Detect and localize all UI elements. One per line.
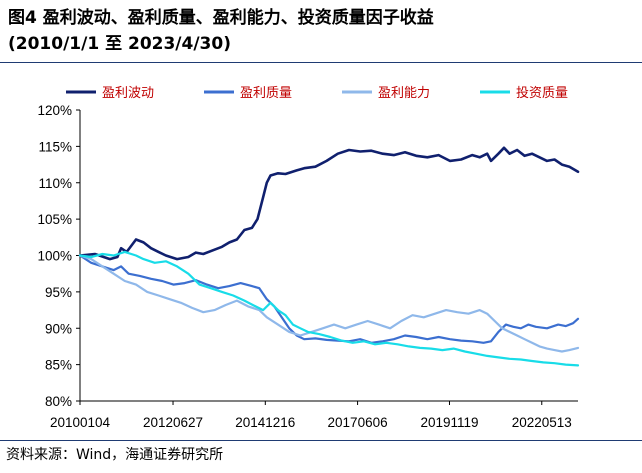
chart-subtitle: (2010/1/1 至 2023/4/30) [8, 34, 231, 54]
legend-label-4: 投资质量 [516, 85, 568, 101]
y-tick-label: 105% [37, 212, 72, 227]
y-tick-label: 80% [45, 394, 72, 409]
footer-divider [0, 440, 642, 441]
header-divider [0, 62, 642, 63]
legend-label-2: 盈利质量 [240, 86, 292, 101]
line-chart: 80% 85% 90% 95% 100% 105% 110% 115% 120% 20100104… [37, 85, 580, 430]
source-note: 资料来源：Wind，海通证券研究所 [6, 447, 224, 463]
x-tick-label: 20191119 [420, 415, 478, 430]
series-line-4 [78, 250, 580, 367]
series-line-3 [78, 254, 580, 353]
legend-label-1: 盈利波动 [102, 86, 154, 101]
x-tick-label: 20120627 [143, 415, 203, 430]
series-line-2 [78, 254, 580, 344]
chart-title: 图4 盈利波动、盈利质量、盈利能力、投资质量因子收益 [8, 8, 434, 28]
y-tick-label: 90% [45, 321, 72, 336]
y-tick-label: 85% [45, 358, 72, 373]
legend-label-3: 盈利能力 [378, 86, 430, 101]
x-tick-label: 20100104 [50, 415, 111, 430]
x-tick-label: 20141216 [235, 415, 295, 430]
y-tick-label: 100% [37, 249, 72, 264]
x-tick-label: 20220513 [512, 415, 572, 430]
x-tick-label: 20170606 [328, 415, 388, 430]
y-tick-label: 110% [38, 176, 72, 191]
y-tick-label: 120% [37, 103, 72, 118]
y-tick-label: 115% [38, 139, 72, 154]
y-tick-label: 95% [45, 285, 72, 300]
series-line-1 [78, 146, 580, 261]
